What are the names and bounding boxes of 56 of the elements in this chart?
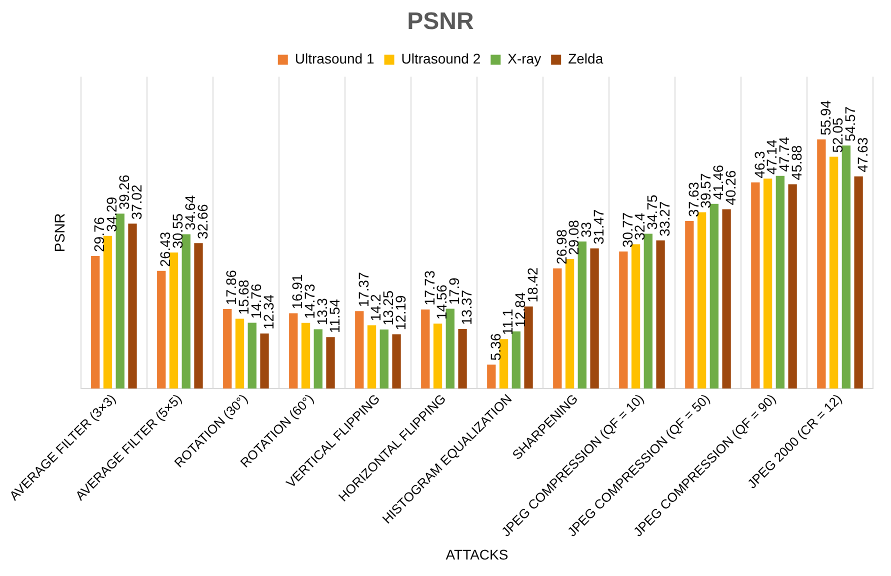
bar [499,339,508,389]
bar [169,252,178,389]
bar [512,331,520,389]
bar [487,364,496,389]
bar [524,306,533,389]
bar [380,330,388,389]
bar [553,268,562,389]
bar [619,251,628,389]
legend-label: X-ray [508,50,542,67]
bar [392,334,401,389]
bar [685,220,694,389]
legend-label: Ultrasound 2 [401,50,481,67]
bar [116,214,124,389]
y-axis-title: PSNR [51,213,68,252]
bar [260,334,269,389]
legend-label: Ultrasound 1 [294,50,374,67]
bar [829,156,838,389]
bar [854,176,863,389]
bar [367,325,376,389]
bar [235,318,244,389]
bar [128,224,137,389]
bar [248,322,256,389]
bar [590,248,599,389]
bar [458,328,467,389]
bar [842,146,851,389]
bar [433,324,442,389]
bar [223,308,232,389]
bar [788,184,797,389]
bar [565,259,574,389]
bar [157,270,166,389]
bar [314,329,322,389]
chart-title: PSNR [407,8,474,36]
bar [194,243,203,389]
x-axis-title: ATTACKS [446,546,508,562]
bar [578,242,586,389]
bar [289,313,298,389]
bar [631,244,640,389]
bar [91,256,100,389]
bar [722,209,731,389]
bar [751,182,760,389]
bar [697,212,706,389]
bar [776,176,785,389]
bar [763,178,772,389]
bar [710,204,719,389]
bar [301,322,310,389]
bar [644,234,652,389]
bar [103,236,112,389]
bar [817,139,826,389]
data-label: 5.36 [487,333,504,361]
bar [326,337,335,389]
bar [656,240,665,389]
legend-label: Zelda [568,50,604,67]
bar [446,308,454,389]
bar [182,234,190,389]
bar [421,310,430,389]
bar [355,311,364,389]
